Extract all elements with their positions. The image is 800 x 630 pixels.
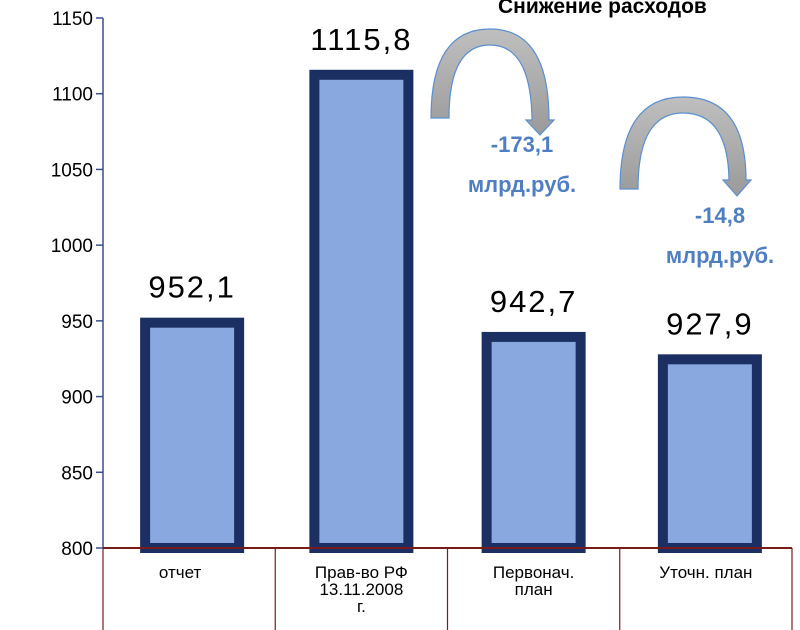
y-tick-label-4: 1000 [51, 236, 93, 257]
data-label-1: 1115,8 [310, 22, 412, 57]
data-label-3: 927,9 [666, 306, 754, 341]
bar-2 [481, 331, 586, 554]
annotation-1-line-1: млрд.руб. [666, 243, 774, 268]
x-tick-label-2: Первонач. план [493, 563, 574, 599]
curved-arrow-icon [619, 96, 753, 197]
y-tick-label-0: 800 [61, 539, 93, 560]
y-tick-label-3: 950 [61, 312, 93, 333]
bar-1 [309, 69, 414, 553]
curved-arrow-icon [430, 28, 556, 136]
annotation-0-line-0: -173,1 [491, 132, 553, 157]
x-tick-label-0: отчет [159, 563, 202, 582]
data-label-0: 952,1 [148, 270, 236, 305]
chart-title: Снижение расходов [498, 0, 707, 18]
y-tick-label-1: 850 [61, 463, 93, 484]
x-tick-label-3: Уточн. план [659, 563, 752, 582]
bar-0 [140, 317, 245, 554]
x-tick-label-1: Прав-во РФ 13.11.2008 г. [315, 563, 408, 616]
annotation-0-line-1: млрд.руб. [468, 172, 576, 197]
bar-3 [657, 354, 762, 553]
annotation-1-line-0: -14,8 [695, 203, 745, 228]
y-tick-label-6: 1100 [52, 85, 93, 106]
y-tick-label-5: 1050 [51, 160, 93, 181]
y-tick-label-7: 1150 [52, 9, 93, 30]
data-label-2: 942,7 [490, 284, 578, 319]
y-tick-label-2: 900 [61, 388, 93, 409]
